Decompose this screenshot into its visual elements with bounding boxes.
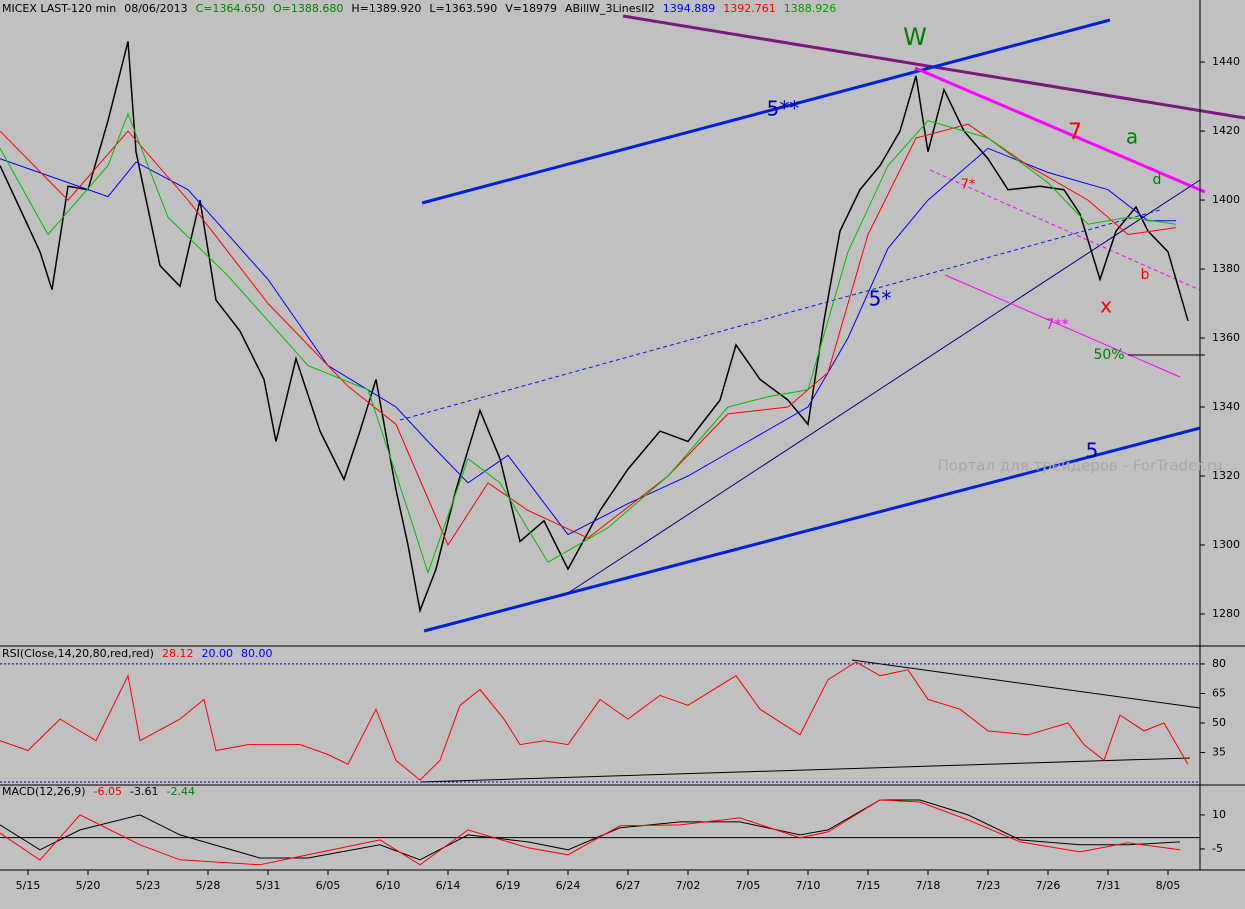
series-line [0,661,1189,781]
trend-line [914,66,1206,194]
header-item: -2.44 [166,785,194,798]
header-item: -6.05 [94,785,122,798]
annotation: Портал для трейдеров - ForTrader.ru [937,457,1222,475]
trend-line [419,757,1191,783]
header-item: 80.00 [241,647,273,660]
annotation: b [1141,267,1150,283]
trend-line [929,169,1201,291]
header-item: MICEX LAST-120 min [2,2,116,15]
annotation: 7** [1046,317,1069,333]
annotation: x [1100,294,1112,318]
header-item: 20.00 [201,647,233,660]
annotation: a [1126,125,1138,149]
x-tick-label: 7/05 [736,879,761,892]
y-tick-label: 1300 [1212,538,1240,551]
x-tick-label: 6/14 [436,879,461,892]
header-item: O=1388.680 [273,2,343,15]
annotation: 50% [1093,347,1124,363]
trend-line [944,274,1181,378]
y-tick-label: 1400 [1212,193,1240,206]
x-tick-label: 6/05 [316,879,341,892]
header-item: MACD(12,26,9) [2,785,86,798]
y-tick-label: 35 [1212,746,1226,759]
annotation: 7 [1068,120,1082,145]
x-tick-label: 8/05 [1156,879,1181,892]
y-tick-label: 65 [1212,686,1226,699]
y-tick-label: 1360 [1212,331,1240,344]
header-item: 1394.889 [663,2,716,15]
trend-line [423,426,1201,633]
y-tick-label: 1340 [1212,400,1240,413]
x-tick-label: 5/20 [76,879,101,892]
y-tick-label: -5 [1212,842,1223,855]
annotation: 5* [869,287,892,311]
y-tick-label: 50 [1212,716,1226,729]
x-tick-label: 7/23 [976,879,1001,892]
series-line [0,41,1189,614]
x-tick-label: 6/24 [556,879,581,892]
x-tick-label: 6/27 [616,879,641,892]
trend-line [421,18,1111,205]
header-item: RSI(Close,14,20,80,red,red) [2,647,154,660]
x-tick-label: 6/19 [496,879,521,892]
x-tick-label: 7/02 [676,879,701,892]
x-tick-label: 5/15 [16,879,41,892]
panel-header: MICEX LAST-120 min 08/06/2013 C=1364.650 O=… [2,2,836,15]
series-line [0,112,1177,575]
header-item: V=18979 [505,2,557,15]
trend-line [851,659,1201,709]
series-line [0,147,1176,536]
x-tick-label: 5/23 [136,879,161,892]
header-item: 1388.926 [784,2,837,15]
x-tick-label: 6/10 [376,879,401,892]
header-item: 1392.761 [723,2,776,15]
header-item: 28.12 [162,647,194,660]
annotation: W [903,23,927,51]
annotation: 7* [961,178,976,193]
panel-header: MACD(12,26,9) -6.05 -3.61 -2.44 [2,785,195,798]
annotation: d [1153,172,1162,188]
annotation: 5** [767,97,800,121]
panel-header: RSI(Close,14,20,80,red,red) 28.12 20.00 80.… [2,647,272,660]
header-item: H=1389.920 [351,2,421,15]
x-tick-label: 5/31 [256,879,281,892]
header-item: 08/06/2013 [124,2,187,15]
series-line [0,799,1181,861]
x-tick-label: 7/18 [916,879,941,892]
trend-line [399,209,1161,421]
header-item: ABillW_3LinesII2 [565,2,655,15]
header-item: -3.61 [130,785,158,798]
y-tick-label: 1380 [1212,262,1240,275]
trend-line [567,179,1201,594]
y-tick-label: 1420 [1212,124,1240,137]
annotation: 5 [1086,439,1099,463]
y-tick-label: 80 [1212,657,1226,670]
y-tick-label: 1320 [1212,469,1240,482]
x-tick-label: 7/15 [856,879,881,892]
x-tick-label: 7/31 [1096,879,1121,892]
x-tick-label: 7/26 [1036,879,1061,892]
x-tick-label: 7/10 [796,879,821,892]
y-tick-label: 1280 [1212,607,1240,620]
y-tick-label: 10 [1212,808,1226,821]
series-line [0,799,1181,866]
header-item: C=1364.650 [196,2,265,15]
header-item: L=1363.590 [429,2,497,15]
x-tick-label: 5/28 [196,879,221,892]
y-tick-label: 1440 [1212,55,1240,68]
trend-lines [399,14,1245,783]
